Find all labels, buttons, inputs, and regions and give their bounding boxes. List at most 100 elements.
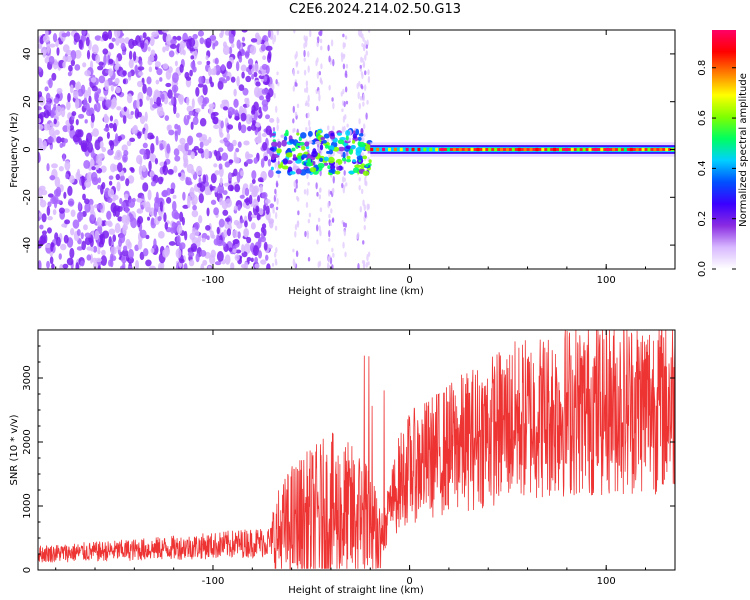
heatmap-cell xyxy=(319,187,322,193)
heatmap-cell xyxy=(115,57,119,67)
heatmap-cell xyxy=(83,97,88,109)
heatmap-cell xyxy=(315,224,319,232)
chart-title: C2E6.2024.214.02.50.G13 xyxy=(288,2,462,17)
heatmap-cell xyxy=(55,105,63,117)
heatmap-cell xyxy=(81,240,87,251)
heatmap-cell xyxy=(216,226,220,235)
heatmap-cell xyxy=(197,96,204,104)
heatmap-cells xyxy=(38,30,675,269)
heatmap-cell xyxy=(108,58,114,65)
heatmap-cell xyxy=(228,159,234,164)
heatmap-cell xyxy=(97,249,101,255)
heatmap-cell xyxy=(296,220,300,228)
heatmap-cell xyxy=(39,112,47,118)
heatmap-cell xyxy=(127,265,133,269)
colorbar-ticks: 0.0 0.2 0.4 0.6 0.8 xyxy=(697,60,736,277)
heatmap-cell xyxy=(112,164,119,172)
heatmap-cell xyxy=(239,194,245,199)
heatmap-cell xyxy=(294,81,297,87)
colorbar: 0.0 0.2 0.4 0.6 0.8 Normalized spectral ampl… xyxy=(697,30,749,277)
heatmap-cell xyxy=(316,105,319,112)
heatmap-cell xyxy=(261,223,267,229)
heatmap-cell xyxy=(66,100,71,111)
heatmap-cell xyxy=(350,144,356,150)
heatmap-cell xyxy=(293,181,297,188)
heatmap-cell xyxy=(309,167,317,173)
heatmap-cell xyxy=(63,234,69,244)
heatmap-cell xyxy=(189,232,196,241)
heatmap-cell xyxy=(329,190,333,195)
heatmap-cell xyxy=(319,78,323,84)
heatmap-cell xyxy=(40,234,46,245)
heatmap-cell xyxy=(267,30,271,38)
heatmap-cell xyxy=(215,150,221,162)
heatmap-cell xyxy=(226,132,230,141)
heatmap-cell xyxy=(305,161,313,167)
heatmap-cell xyxy=(87,86,92,98)
heatmap-cell xyxy=(366,203,369,211)
heatmap-cell xyxy=(221,99,229,105)
heatmap-cell xyxy=(292,85,296,92)
heatmap-cell xyxy=(344,86,348,93)
heatmap-cell xyxy=(308,212,312,218)
heatmap-cell xyxy=(275,206,279,211)
heatmap-cell xyxy=(547,147,551,152)
heatmap-cell xyxy=(105,220,109,226)
heatmap-cell xyxy=(102,31,109,41)
heatmap-cell xyxy=(305,80,309,87)
heatmap-cell xyxy=(303,35,306,41)
heatmap-cell xyxy=(307,65,310,73)
heatmap-cell xyxy=(46,227,52,234)
heatmap-cell xyxy=(46,205,51,216)
heatmap-cell xyxy=(247,58,254,66)
heatmap-cell xyxy=(223,182,230,187)
heatmap-cell xyxy=(122,51,126,56)
heatmap-cell xyxy=(48,55,55,65)
heatmap-cell xyxy=(62,263,69,269)
heatmap-cell xyxy=(46,43,50,54)
heatmap-cell xyxy=(198,193,204,204)
heatmap-cell xyxy=(54,129,60,136)
heatmap-cell xyxy=(435,147,439,152)
heatmap-cell xyxy=(90,113,95,123)
heatmap-cell xyxy=(242,186,246,197)
heatmap-cell xyxy=(141,164,147,172)
heatmap-cell xyxy=(261,132,267,138)
heatmap-cell xyxy=(47,193,54,198)
heatmap-cell xyxy=(98,61,104,66)
heatmap-cell xyxy=(114,133,119,144)
heatmap-cell xyxy=(307,119,311,127)
heatmap-cell xyxy=(72,90,79,99)
heatmap-cell xyxy=(368,159,372,164)
heatmap-cell xyxy=(97,88,102,94)
heatmap-cell xyxy=(272,209,275,214)
heatmap-cell xyxy=(97,136,103,143)
heatmap-cell xyxy=(327,189,331,197)
heatmap-cell xyxy=(81,175,85,187)
heatmap-cell xyxy=(452,147,456,152)
heatmap-cell xyxy=(179,63,184,73)
heatmap-cell xyxy=(340,91,343,97)
heatmap-cell xyxy=(342,53,345,60)
heatmap-cell xyxy=(523,147,527,152)
y-tick-label: 20 xyxy=(22,95,33,108)
heatmap-cell xyxy=(155,191,159,203)
heatmap-cell xyxy=(155,90,161,97)
heatmap-cell xyxy=(122,115,127,124)
heatmap-cell xyxy=(318,93,321,102)
heatmap-cell xyxy=(191,200,196,206)
heatmap-cell xyxy=(205,37,212,49)
heatmap-cell xyxy=(276,30,280,36)
y-tick-label: -40 xyxy=(22,237,33,253)
heatmap-cell xyxy=(128,50,133,61)
heatmap-cell xyxy=(488,147,492,152)
heatmap-cell xyxy=(363,123,366,130)
heatmap-cell xyxy=(131,126,138,135)
heatmap-cell xyxy=(275,182,279,187)
heatmap-cell xyxy=(352,159,356,163)
heatmap-cell xyxy=(405,147,409,152)
heatmap-cell xyxy=(353,167,360,173)
heatmap-cell xyxy=(49,43,56,48)
heatmap-cell xyxy=(242,87,249,96)
heatmap-cell xyxy=(234,254,240,262)
